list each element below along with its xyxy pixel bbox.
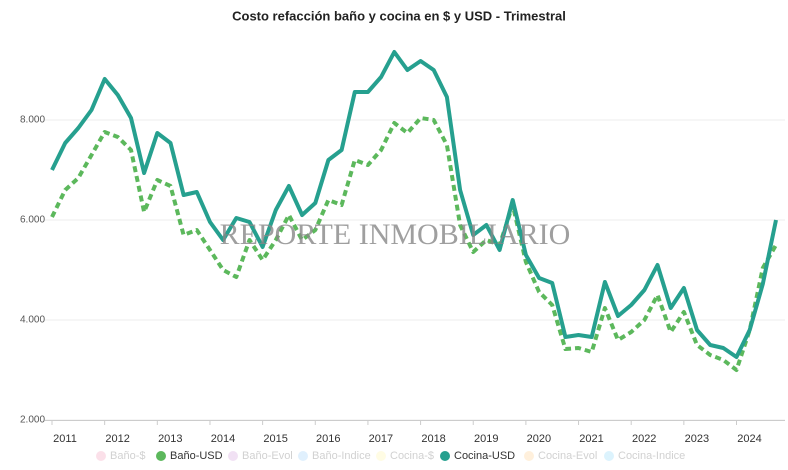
x-tick-label: 2013	[158, 433, 182, 445]
legend-item[interactable]: Baño-$	[96, 450, 145, 462]
x-tick-label: 2022	[632, 433, 656, 445]
legend-item[interactable]: Cocina-$	[376, 450, 434, 462]
x-tick-label: 2018	[421, 433, 445, 445]
legend-item[interactable]: Cocina-Evol	[524, 450, 597, 462]
x-tick-label: 2014	[211, 433, 235, 445]
x-tick-label: 2012	[105, 433, 129, 445]
legend-label: Baño-Indice	[312, 450, 371, 462]
legend-swatch	[298, 451, 308, 461]
series-line	[50, 50, 778, 359]
legend-swatch	[524, 451, 534, 461]
x-tick-label: 2016	[316, 433, 340, 445]
legend-item[interactable]: Cocina-Indice	[604, 450, 685, 462]
legend-label: Baño-Evol	[242, 450, 293, 462]
legend-label: Cocina-USD	[454, 450, 515, 462]
series-line	[50, 116, 778, 372]
legend-swatch	[156, 451, 166, 461]
x-tick-label: 2011	[53, 433, 77, 445]
x-tick-label: 2015	[263, 433, 287, 445]
legend-item[interactable]: Cocina-USD	[440, 450, 515, 462]
x-tick-label: 2020	[527, 433, 551, 445]
legend-swatch	[228, 451, 238, 461]
watermark: REPORTE INMOBILIARIO	[220, 218, 571, 251]
y-tick-label: 4.000	[20, 315, 45, 326]
legend-label: Cocina-$	[390, 450, 434, 462]
x-tick-label: 2024	[737, 433, 761, 445]
x-tick-label: 2017	[369, 433, 393, 445]
legend-label: Cocina-Indice	[618, 450, 685, 462]
legend-label: Baño-USD	[170, 450, 223, 462]
chart-title: Costo refacción baño y cocina en $ y USD…	[232, 8, 566, 23]
y-tick-label: 8.000	[20, 115, 45, 126]
y-tick-label: 2.000	[20, 415, 45, 426]
legend-item[interactable]: Baño-USD	[156, 450, 223, 462]
x-tick-label: 2021	[579, 433, 603, 445]
legend-swatch	[440, 451, 450, 461]
legend-item[interactable]: Baño-Indice	[298, 450, 371, 462]
legend-swatch	[376, 451, 386, 461]
legend-label: Cocina-Evol	[538, 450, 597, 462]
legend-item[interactable]: Baño-Evol	[228, 450, 293, 462]
x-tick-label: 2023	[685, 433, 709, 445]
legend-swatch	[96, 451, 106, 461]
y-tick-label: 6.000	[20, 215, 45, 226]
x-tick-label: 2019	[474, 433, 498, 445]
legend-label: Baño-$	[110, 450, 145, 462]
legend-swatch	[604, 451, 614, 461]
